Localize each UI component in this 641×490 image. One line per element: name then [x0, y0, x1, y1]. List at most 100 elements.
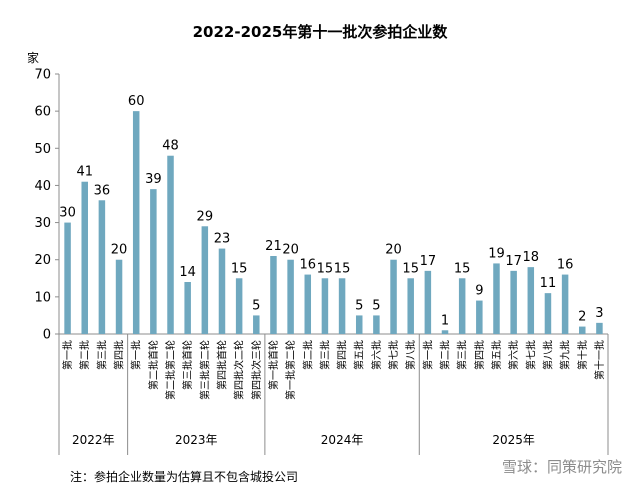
- y-tick-label: 40: [34, 179, 51, 194]
- y-tick-label: 60: [34, 105, 51, 120]
- x-tick-label: 第九批: [559, 340, 572, 370]
- data-label: 15: [454, 261, 471, 276]
- data-label: 19: [488, 246, 505, 261]
- x-tick-label: 第十一批: [593, 340, 606, 380]
- data-label: 9: [475, 284, 483, 299]
- bar: [218, 248, 226, 334]
- data-label: 16: [557, 258, 574, 273]
- bars: [64, 111, 603, 335]
- bar: [510, 270, 517, 334]
- year-group-label: 2022年: [72, 433, 115, 447]
- bar: [596, 322, 603, 334]
- bar: [81, 181, 88, 334]
- x-tick-label: 第八批: [541, 340, 554, 370]
- bar: [458, 278, 466, 334]
- y-tick-label: 30: [34, 216, 51, 231]
- watermark: 雪球：同策研究院: [502, 458, 622, 476]
- data-label: 3: [595, 306, 603, 321]
- x-tick-label: 第三批第二轮: [198, 340, 211, 400]
- bar: [407, 278, 414, 334]
- x-tick-label: 第二批: [301, 340, 314, 370]
- bar: [235, 278, 243, 334]
- data-label: 20: [385, 243, 402, 258]
- bar: [441, 330, 449, 334]
- x-tick-label: 第三批: [318, 340, 331, 370]
- data-label: 1: [441, 313, 449, 328]
- data-label: 29: [197, 209, 214, 224]
- data-label: 20: [282, 243, 299, 258]
- x-tick-label: 第七批: [387, 340, 400, 370]
- x-tick-label: 第一批首轮: [267, 340, 280, 390]
- data-label: 41: [76, 165, 93, 180]
- bar: [253, 315, 260, 334]
- x-tick-label: 第四批: [113, 340, 126, 370]
- bar: [579, 326, 586, 334]
- chart-title: 2022-2025年第十一批次参拍企业数: [193, 23, 449, 41]
- data-label: 21: [265, 239, 282, 254]
- year-group-label: 2025年: [492, 433, 535, 447]
- x-tick-label: 第四批首轮: [215, 340, 228, 390]
- x-axis-labels: 第一批 第二批 第三批 第四批 第一批 第二批首轮 第二批第二轮 第三批首轮 第三批第二轮 第四批…: [61, 340, 606, 400]
- x-tick-label: 第四批次三轮: [250, 340, 263, 400]
- data-label: 5: [252, 298, 260, 313]
- x-tick-label: 第四批: [336, 340, 349, 370]
- data-label: 15: [317, 261, 334, 276]
- bar: [270, 256, 277, 334]
- data-label: 15: [231, 261, 248, 276]
- x-tick-label: 第二批: [439, 340, 452, 370]
- bar: [287, 259, 294, 334]
- x-tick-label: 第一批: [421, 340, 434, 370]
- x-tick-label: 第一批: [61, 340, 74, 370]
- data-label: 39: [145, 172, 162, 187]
- data-label: 15: [334, 261, 351, 276]
- y-tick-label: 20: [34, 253, 51, 268]
- bar: [561, 274, 569, 334]
- data-label: 36: [94, 183, 111, 198]
- bar: [355, 315, 363, 334]
- bar: [201, 226, 209, 334]
- data-label: 11: [540, 276, 557, 291]
- footnote: 注：参拍企业数量为估算且不包含城投公司: [70, 469, 298, 484]
- data-label: 16: [299, 258, 316, 273]
- x-tick-label: 第十批: [576, 340, 589, 370]
- x-tick-label: 第四批次二轮: [233, 340, 246, 400]
- x-tick-label: 第三批: [95, 340, 108, 370]
- bar: [167, 155, 174, 334]
- x-tick-label: 第二批: [78, 340, 91, 370]
- y-tick-label: 10: [34, 290, 51, 305]
- y-tick-label: 50: [34, 142, 51, 157]
- bar: [304, 274, 312, 334]
- y-tick-label: 70: [34, 68, 51, 83]
- bar: [98, 200, 106, 334]
- bar: [424, 270, 432, 334]
- data-label: 14: [179, 265, 196, 280]
- bar: [64, 222, 71, 334]
- data-label: 17: [420, 254, 437, 269]
- y-axis-unit: 家: [27, 50, 39, 65]
- bar: [184, 282, 191, 334]
- data-label: 17: [505, 254, 522, 269]
- bar: [390, 259, 397, 334]
- bar: [132, 111, 140, 335]
- x-tick-label: 第一批第二轮: [284, 340, 297, 400]
- data-label: 48: [162, 139, 179, 154]
- x-tick-label: 第七批: [524, 340, 537, 370]
- y-tick-label: 0: [43, 328, 51, 343]
- x-tick-label: 第一批: [130, 340, 143, 370]
- data-label: 5: [355, 298, 363, 313]
- bar: [493, 263, 500, 334]
- data-label: 20: [111, 243, 128, 258]
- x-tick-label: 第二批第二轮: [164, 340, 177, 400]
- data-label: 60: [128, 94, 145, 109]
- year-group-label: 2023年: [175, 433, 218, 447]
- data-label: 2: [578, 310, 586, 325]
- bar: [373, 315, 380, 334]
- x-tick-label: 第五批: [490, 340, 503, 370]
- bar: [321, 278, 329, 334]
- x-tick-label: 第三批首轮: [181, 340, 194, 390]
- bar: [115, 259, 123, 334]
- bar: [150, 189, 157, 334]
- bar: [338, 278, 346, 334]
- data-label: 23: [214, 232, 231, 247]
